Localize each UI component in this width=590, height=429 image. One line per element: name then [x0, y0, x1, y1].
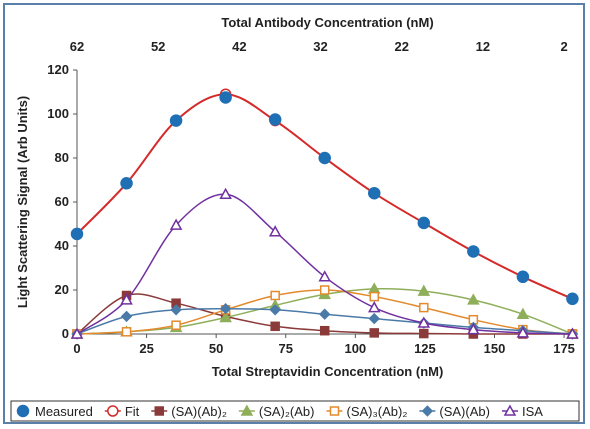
legend-marker [240, 404, 254, 416]
x2-tick-label: 12 [476, 39, 490, 54]
data-point [319, 325, 330, 336]
series-line [76, 93, 573, 300]
data-point [219, 187, 232, 200]
data-point [170, 304, 182, 316]
data-point [318, 270, 331, 282]
series-line [76, 193, 573, 335]
data-point [368, 186, 381, 200]
x2-tick-label: 2 [560, 39, 567, 54]
x-tick-label: 0 [73, 341, 80, 356]
y-tick-label: 0 [62, 326, 69, 341]
y-tick-label: 120 [47, 62, 69, 77]
data-point [270, 290, 280, 301]
legend-label: (SA)₂(Ab) [259, 404, 315, 419]
data-point [417, 316, 431, 328]
data-point [516, 270, 530, 284]
data-point [121, 327, 132, 337]
data-point [417, 284, 431, 296]
x-tick-label: 125 [414, 341, 436, 356]
data-point [269, 304, 281, 316]
y-tick-label: 100 [47, 106, 69, 121]
legend-marker [503, 404, 517, 416]
data-point [368, 312, 380, 325]
data-point [417, 216, 431, 230]
legend-marker [154, 406, 165, 416]
x-axis-title: Total Streptavidin Concentration (nM) [212, 364, 444, 379]
data-point [70, 327, 84, 339]
y-tick-label: 60 [55, 194, 69, 209]
legend-label: Measured [35, 404, 93, 419]
x-tick-label: 75 [279, 341, 293, 356]
data-point [566, 292, 579, 306]
data-point [169, 114, 183, 127]
x2-tick-label: 52 [151, 39, 165, 54]
legend-entry: Measured [16, 404, 93, 419]
x2-axis-title: Total Antibody Concentration (nM) [221, 15, 433, 30]
chart-frame: 0 20 40 60 80 100 120 0 25 50 75 100 125 150 175 62 52 42… [3, 3, 585, 424]
legend-box [10, 400, 580, 422]
data-point [367, 301, 381, 313]
legend-entry: (SA)₂(Ab) [238, 404, 315, 419]
legend-marker [421, 405, 434, 417]
data-point [467, 323, 480, 335]
data-point [219, 302, 232, 315]
series-isa [70, 187, 579, 339]
y-axis-title: Light Scattering Signal (Arb Units) [15, 96, 30, 308]
data-point [516, 326, 530, 338]
x-tick-label: 150 [484, 341, 506, 356]
x2-tick-label: 32 [313, 39, 327, 54]
y-tick-label: 40 [55, 238, 69, 253]
series-measured [70, 91, 579, 306]
data-point [319, 285, 330, 295]
data-point [219, 310, 232, 323]
legend-entry: (SA)₃(Ab)₂ [326, 404, 407, 419]
legend-marker [329, 406, 340, 416]
data-point [120, 177, 133, 190]
data-point [467, 293, 480, 305]
data-point [516, 307, 530, 319]
x2-tick-label: 42 [232, 39, 246, 54]
legend-label: ISA [522, 404, 543, 419]
legend-entry: (SA)(Ab) [419, 404, 490, 419]
data-point [120, 310, 133, 323]
data-point [120, 293, 133, 305]
x-tick-label: 25 [139, 341, 153, 356]
legend-entry: Fit [104, 404, 140, 419]
y-tick-label: 20 [55, 282, 69, 297]
y-tick-label: 80 [55, 150, 69, 165]
legend-label: (SA)₃(Ab)₂ [346, 404, 407, 419]
x2-tick-label: 22 [394, 39, 408, 54]
data-point [419, 328, 429, 339]
chart-svg: 0 20 40 60 80 100 120 0 25 50 75 100 125 150 175 62 52 42… [10, 15, 580, 422]
data-point [219, 91, 232, 104]
legend-label: (SA)(Ab)₂ [171, 404, 227, 419]
legend-label: (SA)(Ab) [439, 404, 490, 419]
data-point [171, 320, 181, 330]
legend-label: Fit [125, 404, 140, 419]
x2-tick-label: 62 [70, 39, 84, 54]
x-tick-label: 175 [553, 341, 575, 356]
data-point [419, 302, 429, 313]
data-point [270, 321, 280, 332]
data-point [319, 308, 331, 320]
data-point [566, 327, 579, 339]
data-point [369, 291, 380, 302]
data-point [369, 328, 380, 338]
x-tick-label: 100 [344, 341, 366, 356]
data-point [70, 227, 84, 241]
legend-marker [16, 404, 30, 418]
data-point [169, 218, 183, 230]
legend-entry: (SA)(Ab)₂ [151, 404, 227, 419]
data-point [318, 151, 331, 165]
data-point [268, 225, 282, 237]
data-point [467, 245, 480, 258]
legend-marker [107, 405, 119, 417]
x-tick-label: 50 [209, 341, 223, 356]
data-point [268, 113, 282, 126]
legend-entry: ISA [501, 404, 543, 419]
